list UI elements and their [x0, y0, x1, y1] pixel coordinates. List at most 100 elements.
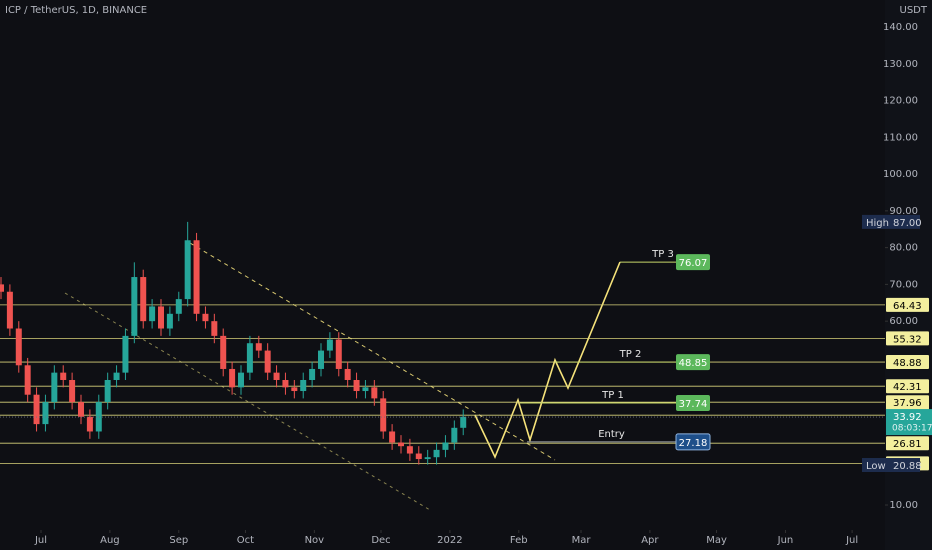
x-tick-label: Feb — [510, 535, 528, 546]
candle-body — [211, 321, 218, 336]
target-box — [675, 433, 711, 451]
marker-name: Low — [866, 461, 886, 472]
candle-body — [389, 431, 396, 443]
level-box — [886, 436, 929, 451]
candle-body — [309, 368, 316, 380]
candle-body — [184, 240, 191, 300]
candle-body — [33, 394, 40, 425]
candle-body — [113, 372, 120, 380]
y-tick-label: 80.00 — [889, 243, 918, 254]
x-tick-label: Apr — [641, 535, 659, 546]
y-tick-label: 100.00 — [883, 169, 918, 180]
candle-body — [282, 379, 289, 388]
candle-body — [326, 339, 333, 351]
candle-body — [460, 416, 467, 428]
candle-body — [158, 306, 164, 329]
candle-body — [424, 457, 431, 460]
candle-body — [95, 402, 102, 432]
candle-body — [149, 306, 156, 322]
candle-body — [300, 379, 307, 392]
chart-title: ICP / TetherUS, 1D, BINANCE — [5, 5, 147, 16]
candle-body — [238, 372, 244, 388]
x-tick-label: Jun — [777, 535, 794, 546]
marker-name: High — [866, 218, 889, 229]
candle-body — [398, 442, 404, 447]
x-tick-label: Sep — [169, 535, 188, 546]
target-name: TP 1 — [601, 390, 624, 401]
candle-body — [415, 453, 422, 460]
x-tick-label: Jul — [845, 535, 858, 546]
candle-body — [86, 416, 93, 432]
candle-body — [246, 343, 253, 373]
candle-body — [69, 379, 76, 403]
last-price-box — [886, 409, 932, 436]
x-tick-label: May — [706, 535, 727, 546]
x-tick-label: Dec — [371, 535, 390, 546]
x-tick-label: 2022 — [437, 535, 462, 546]
candle-body — [344, 368, 351, 380]
candle-body — [264, 350, 271, 373]
level-box — [886, 331, 929, 346]
candle-body — [442, 442, 449, 450]
marker-value: 87.00 — [893, 218, 922, 229]
marker-box — [862, 458, 920, 473]
candle-body — [131, 277, 138, 336]
level-label: 42.31 — [893, 382, 922, 393]
candle-body — [122, 335, 129, 373]
x-tick-label: Nov — [305, 535, 325, 546]
y-tick-label: 10.00 — [889, 500, 918, 511]
target-value: 37.74 — [679, 399, 708, 410]
level-label: 64.43 — [893, 301, 922, 312]
target-name: Entry — [598, 429, 625, 440]
candle-body — [42, 402, 49, 425]
y-tick-label: 120.00 — [883, 96, 918, 107]
countdown: 08:03:17 — [892, 424, 932, 434]
candle-body — [51, 372, 58, 403]
y-tick-label: 110.00 — [883, 132, 918, 143]
candle-body — [362, 387, 369, 392]
level-label: 55.32 — [893, 334, 922, 345]
y-tick-label: 70.00 — [889, 279, 918, 290]
x-tick-label: Jul — [34, 535, 47, 546]
candle-body — [193, 240, 200, 314]
upper-trend-line — [189, 242, 556, 461]
candle-body — [104, 379, 111, 403]
candle-body — [220, 335, 227, 369]
target-box — [676, 354, 710, 371]
target-value: 76.07 — [679, 258, 708, 269]
currency: USDT — [900, 5, 928, 16]
target-box — [676, 254, 710, 271]
candle-body — [433, 449, 440, 458]
x-tick-label: Mar — [572, 535, 592, 546]
y-tick-label: 130.00 — [883, 59, 918, 70]
candle-body — [291, 387, 298, 392]
candle-body — [60, 372, 67, 380]
candle-body — [166, 313, 173, 329]
target-value: 27.18 — [679, 438, 708, 449]
candle-body — [78, 402, 84, 417]
projection-path — [474, 261, 621, 459]
candle-body — [353, 379, 360, 392]
y-tick-label: 60.00 — [889, 316, 918, 327]
level-box — [886, 395, 929, 410]
candle-body — [175, 299, 182, 314]
candle-body — [380, 398, 387, 432]
level-label: 26.81 — [893, 439, 922, 450]
level-box — [886, 379, 929, 394]
candle-body — [255, 343, 262, 351]
level-label: 37.96 — [893, 398, 922, 409]
target-name: TP 3 — [651, 249, 674, 260]
marker-box — [862, 214, 920, 229]
candle-body — [0, 284, 4, 292]
candle-body — [371, 387, 378, 399]
target-value: 48.85 — [679, 358, 708, 369]
last-price-label: 33.92 — [893, 412, 922, 423]
candle-body — [229, 368, 236, 388]
candle-body — [15, 328, 22, 366]
x-tick-label: Oct — [237, 535, 254, 546]
candle-body — [6, 291, 13, 329]
target-box — [676, 395, 710, 412]
level-label: 48.88 — [893, 358, 922, 369]
